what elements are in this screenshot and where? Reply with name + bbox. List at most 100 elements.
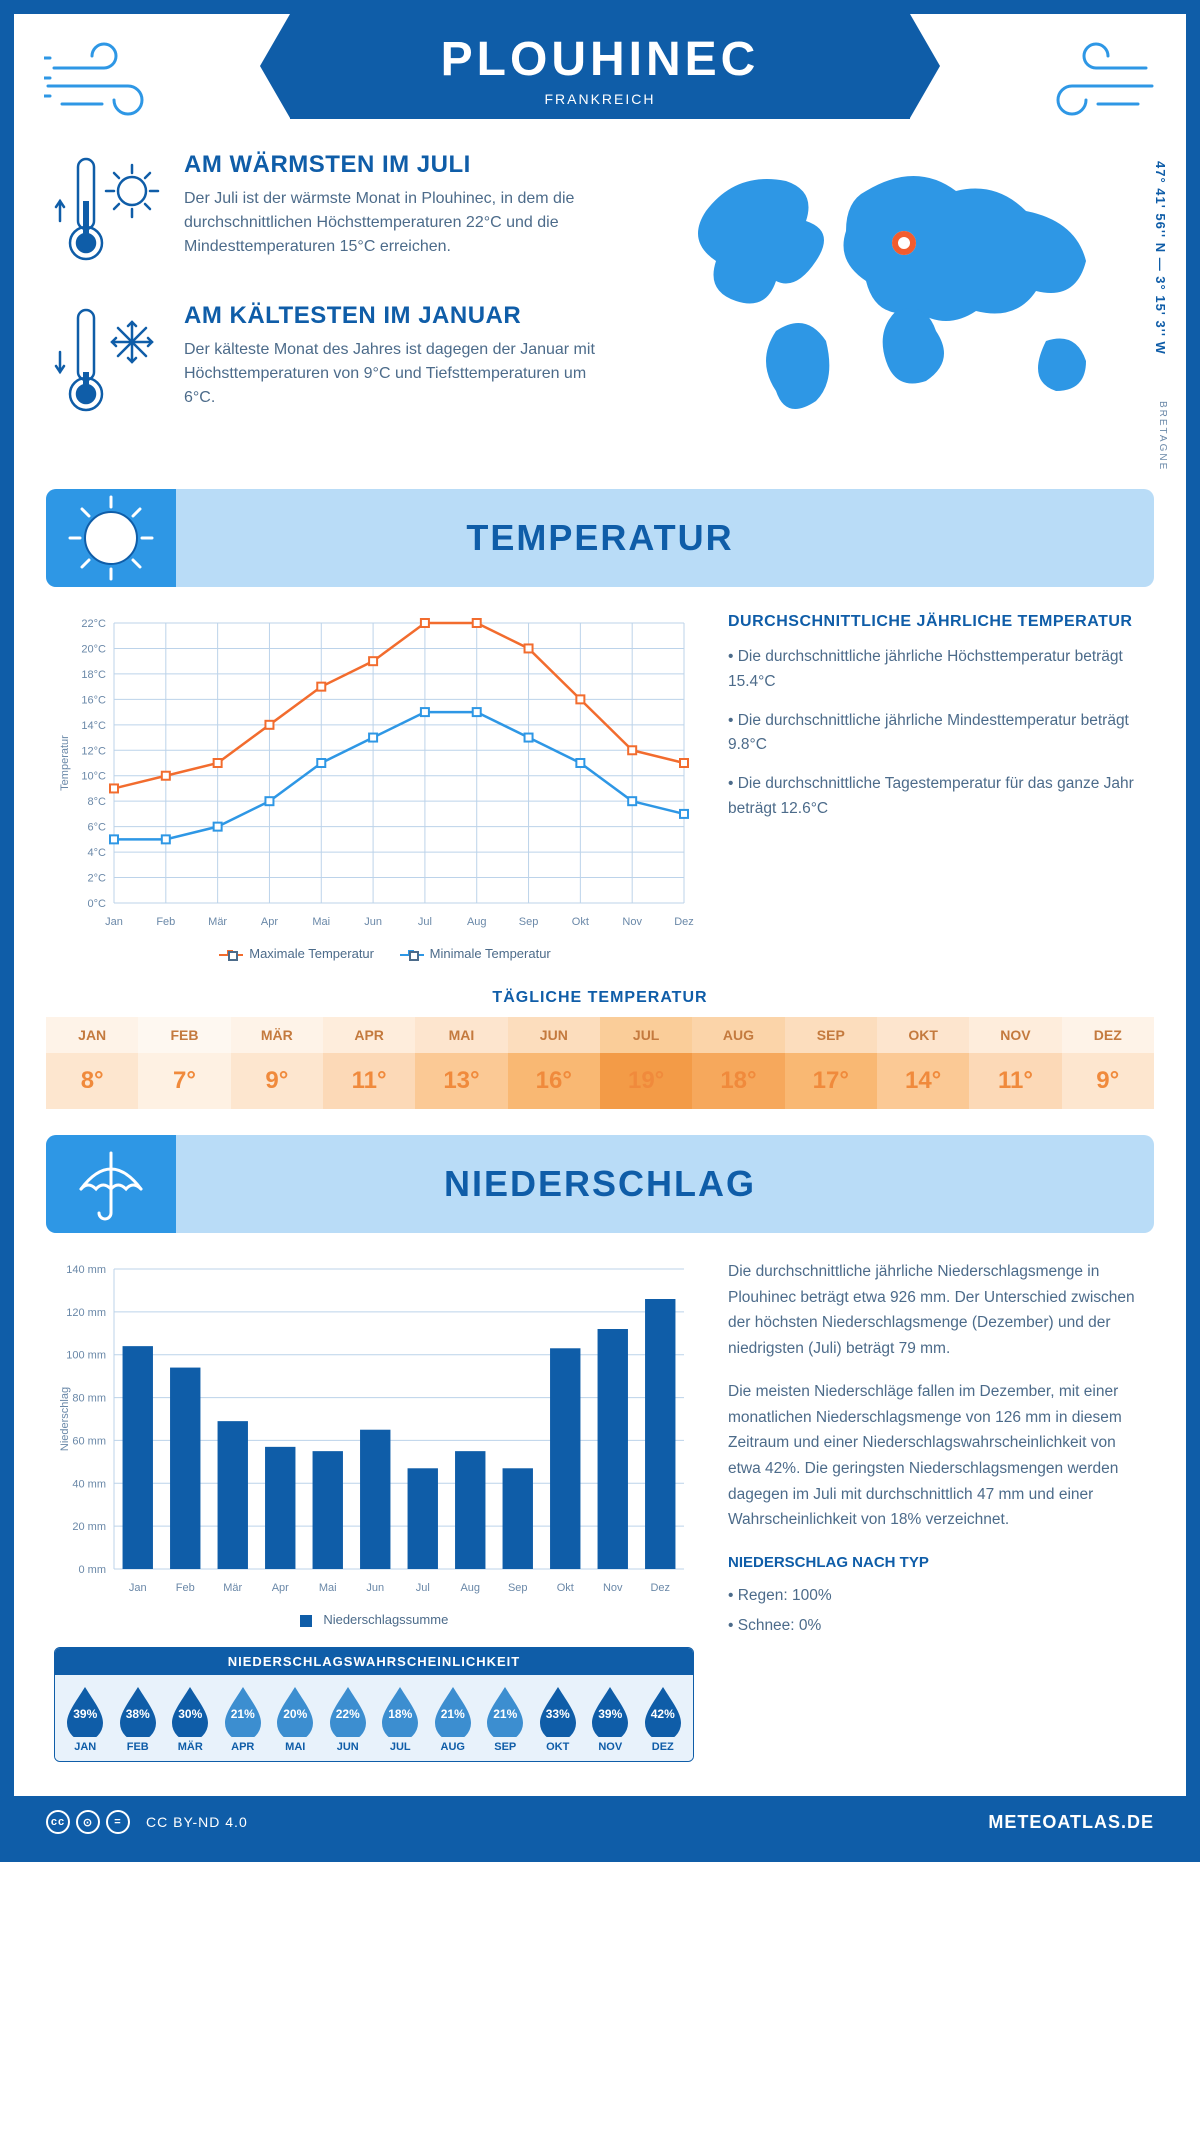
svg-text:16°C: 16°C [81, 694, 106, 706]
svg-text:Nov: Nov [603, 1582, 623, 1594]
svg-text:Dez: Dez [650, 1582, 670, 1594]
svg-text:Mai: Mai [312, 916, 330, 928]
precip-legend: Niederschlagssumme [54, 1612, 694, 1627]
prob-drop: 30% MÄR [164, 1685, 217, 1753]
svg-text:Sep: Sep [519, 916, 539, 928]
svg-text:Mai: Mai [319, 1582, 337, 1594]
svg-text:6°C: 6°C [88, 822, 107, 834]
svg-text:Sep: Sep [508, 1582, 528, 1594]
prob-drop: 39% NOV [584, 1685, 637, 1753]
temperature-line-chart: 0°C2°C4°C6°C8°C10°C12°C14°C16°C18°C20°C2… [54, 613, 694, 933]
wind-icon [1026, 38, 1156, 133]
svg-text:Jun: Jun [366, 1582, 384, 1594]
umbrella-icon [46, 1135, 176, 1233]
precip-probability-box: NIEDERSCHLAGSWAHRSCHEINLICHKEIT 39% JAN … [54, 1647, 694, 1762]
temp-cell: AUG 18° [692, 1017, 784, 1109]
temp-cell: NOV 11° [969, 1017, 1061, 1109]
temp-cell: JUL 19° [600, 1017, 692, 1109]
prob-drop: 22% JUN [322, 1685, 375, 1753]
svg-text:Jun: Jun [364, 916, 382, 928]
svg-text:100 mm: 100 mm [66, 1350, 106, 1362]
svg-text:12°C: 12°C [81, 745, 106, 757]
precip-type-heading: NIEDERSCHLAG NACH TYP [728, 1551, 1146, 1576]
thermometer-sun-icon [54, 151, 164, 276]
city-name: PLOUHINEC [290, 32, 910, 87]
temp-cell: MAI 13° [415, 1017, 507, 1109]
temp-cell: OKT 14° [877, 1017, 969, 1109]
daily-temp-title: TÄGLICHE TEMPERATUR [14, 989, 1186, 1007]
temp-cell: DEZ 9° [1062, 1017, 1154, 1109]
svg-text:Jul: Jul [416, 1582, 430, 1594]
legend-label: Niederschlagssumme [323, 1612, 448, 1627]
svg-text:22°C: 22°C [81, 618, 106, 630]
svg-text:18°C: 18°C [81, 669, 106, 681]
svg-text:Jul: Jul [418, 916, 432, 928]
legend-max: Maximale Temperatur [249, 946, 374, 961]
temperature-notes: DURCHSCHNITTLICHE JÄHRLICHE TEMPERATUR •… [728, 613, 1146, 961]
svg-text:Jan: Jan [105, 916, 123, 928]
license-text: CC BY-ND 4.0 [146, 1814, 248, 1830]
note-item: • Die durchschnittliche jährliche Mindes… [728, 709, 1146, 759]
fact-coldest: AM KÄLTESTEN IM JANUAR Der kälteste Mona… [54, 302, 656, 427]
temp-cell: FEB 7° [138, 1017, 230, 1109]
notes-heading: DURCHSCHNITTLICHE JÄHRLICHE TEMPERATUR [728, 613, 1146, 631]
daily-temp-table: JAN 8° FEB 7° MÄR 9° APR 11° MAI 13° JUN… [46, 1017, 1154, 1109]
precip-type: • Schnee: 0% [728, 1613, 1146, 1639]
svg-text:2°C: 2°C [88, 873, 107, 885]
cc-by-icon: ⊙ [76, 1810, 100, 1834]
note-item: • Die durchschnittliche Tagestemperatur … [728, 772, 1146, 822]
svg-text:20°C: 20°C [81, 643, 106, 655]
prob-drop: 42% DEZ [637, 1685, 690, 1753]
section-title: NIEDERSCHLAG [444, 1163, 756, 1205]
coordinates: 47° 41' 56'' N — 3° 15' 3'' W [1153, 161, 1168, 355]
fact-body: Der kälteste Monat des Jahres ist dagege… [184, 338, 614, 410]
precip-notes: Die durchschnittliche jährliche Niedersc… [728, 1259, 1146, 1762]
footer: cc ⊙ = CC BY-ND 4.0 METEOATLAS.DE [14, 1796, 1186, 1848]
temperature-legend: Maximale Temperatur Minimale Temperatur [54, 946, 694, 961]
temp-cell: JAN 8° [46, 1017, 138, 1109]
svg-text:Mär: Mär [223, 1582, 242, 1594]
svg-text:0 mm: 0 mm [79, 1564, 107, 1576]
fact-title: AM KÄLTESTEN IM JANUAR [184, 302, 614, 330]
svg-text:Aug: Aug [460, 1582, 480, 1594]
fact-title: AM WÄRMSTEN IM JULI [184, 151, 614, 179]
section-title: TEMPERATUR [466, 517, 733, 559]
svg-text:Okt: Okt [557, 1582, 574, 1594]
svg-text:4°C: 4°C [88, 847, 107, 859]
svg-text:Mär: Mär [208, 916, 227, 928]
license: cc ⊙ = CC BY-ND 4.0 [46, 1810, 248, 1834]
precipitation-bar-chart: 0 mm20 mm40 mm60 mm80 mm100 mm120 mm140 … [54, 1259, 694, 1599]
svg-text:8°C: 8°C [88, 796, 107, 808]
precip-para: Die durchschnittliche jährliche Niedersc… [728, 1259, 1146, 1361]
fact-body: Der Juli ist der wärmste Monat in Plouhi… [184, 187, 614, 259]
note-item: • Die durchschnittliche jährliche Höchst… [728, 645, 1146, 695]
svg-text:0°C: 0°C [88, 898, 107, 910]
temp-cell: APR 11° [323, 1017, 415, 1109]
svg-text:80 mm: 80 mm [72, 1393, 106, 1405]
wind-icon [44, 38, 174, 133]
svg-text:Jan: Jan [129, 1582, 147, 1594]
temp-cell: JUN 16° [508, 1017, 600, 1109]
title-ribbon: PLOUHINEC FRANKREICH [290, 14, 910, 119]
thermometer-snow-icon [54, 302, 164, 427]
svg-text:120 mm: 120 mm [66, 1307, 106, 1319]
section-banner-precip: NIEDERSCHLAG [46, 1135, 1154, 1233]
svg-text:Okt: Okt [572, 916, 589, 928]
svg-text:Temperatur: Temperatur [59, 735, 71, 791]
prob-drop: 39% JAN [59, 1685, 112, 1753]
svg-text:40 mm: 40 mm [72, 1478, 106, 1490]
brand: METEOATLAS.DE [988, 1812, 1154, 1833]
svg-text:140 mm: 140 mm [66, 1264, 106, 1276]
cc-nd-icon: = [106, 1810, 130, 1834]
svg-text:Feb: Feb [156, 916, 175, 928]
fact-warmest: AM WÄRMSTEN IM JULI Der Juli ist der wär… [54, 151, 656, 276]
prob-drop: 21% SEP [479, 1685, 532, 1753]
section-banner-temperature: TEMPERATUR [46, 489, 1154, 587]
svg-text:Nov: Nov [622, 916, 642, 928]
legend-min: Minimale Temperatur [430, 946, 551, 961]
precip-para: Die meisten Niederschläge fallen im Deze… [728, 1379, 1146, 1532]
svg-text:Apr: Apr [272, 1582, 289, 1594]
prob-drop: 38% FEB [112, 1685, 165, 1753]
temp-cell: SEP 17° [785, 1017, 877, 1109]
sun-icon [46, 489, 176, 587]
